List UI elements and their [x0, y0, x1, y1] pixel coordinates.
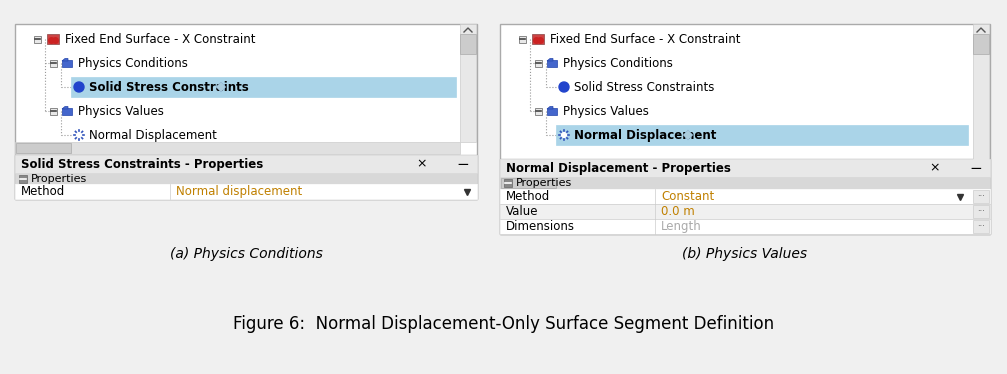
Text: Fixed End Surface - X Constraint: Fixed End Surface - X Constraint	[65, 33, 256, 46]
Text: Physics Conditions: Physics Conditions	[78, 56, 188, 70]
Circle shape	[559, 82, 569, 92]
Bar	[19, 175, 27, 183]
Text: Normal Displacement - Properties: Normal Displacement - Properties	[506, 162, 731, 175]
Bar	[500, 204, 990, 219]
Bar	[500, 177, 973, 189]
Text: ···: ···	[977, 222, 985, 231]
Circle shape	[562, 132, 567, 138]
Text: Physics Values: Physics Values	[78, 104, 164, 117]
Text: ···: ···	[977, 192, 985, 201]
Text: −: −	[970, 160, 982, 175]
Bar	[500, 24, 990, 234]
Bar	[500, 189, 990, 204]
Text: Constant: Constant	[661, 190, 714, 203]
Text: Normal Displacement: Normal Displacement	[89, 129, 217, 141]
Text: Solid Stress Constraints: Solid Stress Constraints	[574, 80, 714, 94]
Bar	[71, 77, 456, 97]
Text: Solid Stress Constraints - Properties: Solid Stress Constraints - Properties	[21, 157, 263, 171]
Text: Solid Stress Constraints: Solid Stress Constraints	[89, 80, 249, 94]
Text: ×: ×	[417, 157, 427, 171]
Polygon shape	[62, 108, 71, 115]
Bar	[15, 184, 477, 199]
Text: Properties: Properties	[31, 174, 88, 184]
Text: Fixed End Surface - X Constraint: Fixed End Surface - X Constraint	[550, 33, 740, 46]
Bar	[500, 159, 990, 177]
Bar	[556, 125, 968, 145]
Polygon shape	[62, 107, 68, 109]
Bar	[460, 34, 476, 54]
Bar	[49, 59, 56, 67]
Bar	[973, 220, 989, 233]
Bar	[519, 36, 526, 43]
Bar	[15, 155, 477, 199]
Text: Physics Conditions: Physics Conditions	[563, 56, 673, 70]
Polygon shape	[62, 58, 68, 61]
Polygon shape	[547, 108, 557, 115]
Polygon shape	[62, 60, 71, 67]
Bar	[535, 107, 542, 114]
Bar	[15, 142, 460, 154]
Bar	[532, 34, 544, 44]
Text: ×: ×	[929, 162, 941, 175]
Text: Method: Method	[506, 190, 550, 203]
Text: Physics Values: Physics Values	[563, 104, 649, 117]
Bar	[460, 24, 476, 142]
Bar	[33, 36, 40, 43]
Text: Dimensions: Dimensions	[506, 220, 575, 233]
Bar	[973, 190, 989, 203]
Text: Length: Length	[661, 220, 702, 233]
Text: Value: Value	[506, 205, 539, 218]
Bar	[504, 179, 512, 187]
Bar	[973, 34, 989, 54]
Bar	[49, 107, 56, 114]
Bar	[15, 155, 477, 173]
Text: Figure 6:  Normal Displacement-Only Surface Segment Definition: Figure 6: Normal Displacement-Only Surfa…	[233, 315, 774, 333]
Text: Normal Displacement: Normal Displacement	[574, 129, 716, 141]
Polygon shape	[547, 60, 557, 67]
Text: −: −	[456, 156, 469, 172]
Bar	[973, 205, 989, 218]
Bar	[973, 24, 989, 177]
Bar	[16, 143, 71, 153]
Bar	[501, 178, 556, 188]
Text: ···: ···	[977, 207, 985, 216]
Circle shape	[74, 82, 84, 92]
Bar	[47, 34, 59, 44]
Text: Properties: Properties	[516, 178, 572, 188]
Circle shape	[77, 132, 82, 138]
Text: 0.0 m: 0.0 m	[661, 205, 695, 218]
Text: Normal displacement: Normal displacement	[176, 185, 302, 198]
Bar	[500, 159, 990, 234]
Polygon shape	[547, 107, 553, 109]
Text: (b) Physics Values: (b) Physics Values	[683, 247, 808, 261]
Bar	[15, 24, 477, 199]
Text: Method: Method	[21, 185, 65, 198]
Bar	[500, 177, 990, 189]
Polygon shape	[547, 58, 553, 61]
Bar	[500, 219, 990, 234]
Bar	[535, 59, 542, 67]
Text: (a) Physics Conditions: (a) Physics Conditions	[169, 247, 322, 261]
Bar	[15, 173, 477, 184]
